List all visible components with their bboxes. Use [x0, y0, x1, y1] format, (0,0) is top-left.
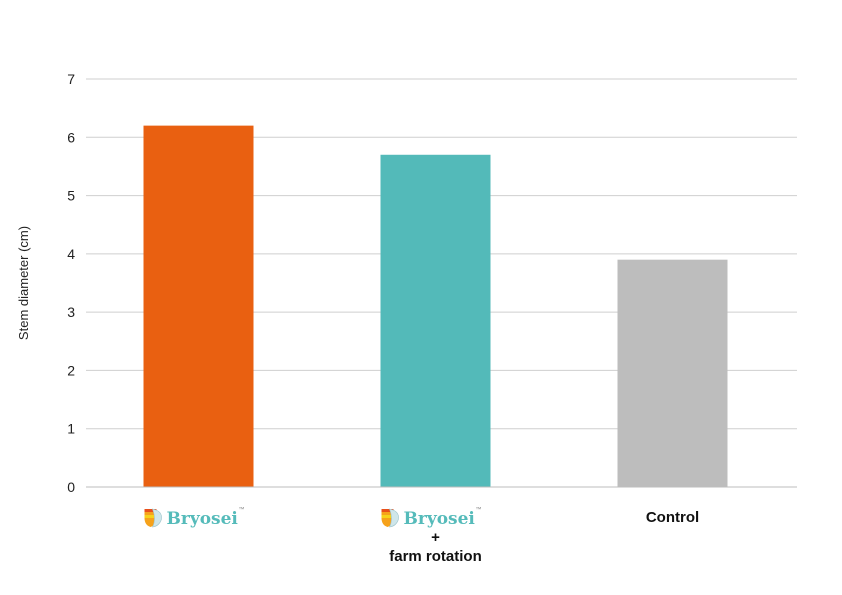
y-tick-label: 0 [67, 479, 75, 495]
bars [143, 125, 728, 487]
y-tick-label: 6 [67, 129, 75, 145]
x-category-label: + [431, 529, 440, 546]
brand-name: Bryosei [167, 509, 239, 529]
y-tick-label: 3 [67, 304, 75, 320]
y-axis-ticks: 0 1 2 3 4 5 6 7 [67, 71, 75, 495]
bar [617, 259, 728, 487]
x-category-label: Control [646, 509, 699, 526]
y-tick-label: 1 [67, 421, 75, 437]
shield-icon [381, 508, 399, 528]
trademark-symbol: ™ [476, 506, 482, 513]
bar [143, 125, 254, 487]
y-tick-label: 7 [67, 71, 75, 87]
trademark-symbol: ™ [239, 506, 245, 513]
y-tick-label: 5 [67, 188, 75, 204]
y-axis-label: Stem diameter (cm) [16, 226, 31, 340]
bar [380, 154, 491, 487]
y-tick-label: 2 [67, 362, 75, 378]
brand-name: Bryosei [404, 509, 476, 529]
x-category-label: farm rotation [389, 548, 482, 565]
shield-icon [144, 508, 162, 528]
bryosei-logo: Bryosei ™ [381, 506, 482, 529]
y-tick-label: 4 [67, 246, 75, 262]
bryosei-logo: Bryosei ™ [144, 506, 245, 529]
